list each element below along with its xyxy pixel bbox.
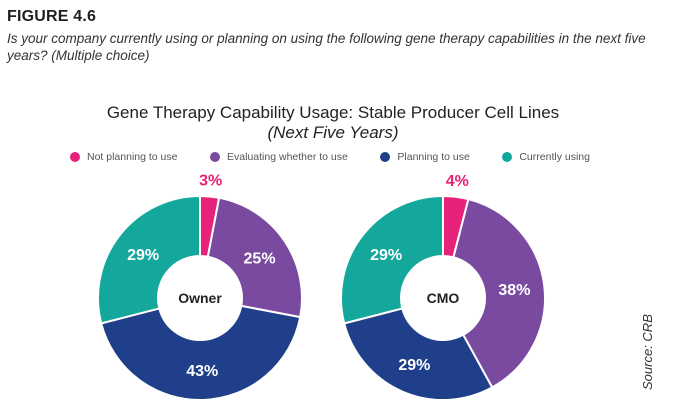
figure-question: Is your company currently using or plann…: [7, 31, 646, 63]
legend-swatch-currently: [502, 152, 513, 162]
label-owner-planning: 43%: [186, 363, 218, 380]
legend-item-evaluating: Evaluating whether to use: [210, 151, 348, 163]
donut-cmo: 4% 38% 29% 29% CMO: [340, 173, 546, 401]
source-note: Source: CRB: [640, 314, 655, 390]
chart-title: Gene Therapy Capability Usage: Stable Pr…: [106, 103, 560, 122]
chart-subtitle: (Next Five Years): [267, 123, 399, 142]
slice-cmo-currently: [340, 194, 444, 325]
legend-swatch-not-planning: [70, 152, 80, 162]
legend-swatch-planning: [380, 152, 391, 162]
label-owner-currently: 29%: [127, 247, 159, 264]
label-cmo-currently: 29%: [370, 247, 402, 264]
label-cmo-planning: 29%: [398, 357, 430, 374]
figure-label: FIGURE 4.6: [7, 8, 97, 25]
slice-owner-planning: [99, 304, 302, 401]
slice-owner-evaluating: [206, 196, 303, 319]
legend-label-planning: Planning to use: [397, 151, 470, 163]
legend-swatch-evaluating: [210, 152, 221, 162]
label-owner-evaluating: 25%: [244, 251, 276, 268]
label-owner-not-planning: 3%: [199, 173, 222, 190]
label-cmo-evaluating: 38%: [498, 282, 530, 299]
legend-label-not-planning: Not planning to use: [87, 151, 178, 163]
slice-owner-currently: [97, 194, 201, 325]
slice-cmo-planning: [342, 307, 494, 401]
legend-item-planning: Planning to use: [380, 151, 470, 163]
legend-item-not-planning: Not planning to use: [70, 151, 177, 163]
center-label-cmo: CMO: [427, 290, 460, 306]
legend-label-currently: Currently using: [519, 151, 590, 163]
label-cmo-not-planning: 4%: [446, 173, 469, 190]
slice-cmo-evaluating: [452, 197, 546, 389]
legend-item-currently: Currently using: [502, 151, 590, 163]
center-label-owner: Owner: [178, 290, 222, 306]
donut-owner: 3% 25% 43% 29% Owner: [97, 173, 303, 401]
legend-label-evaluating: Evaluating whether to use: [227, 151, 348, 163]
chart-legend: Not planning to use Evaluating whether t…: [70, 151, 590, 163]
